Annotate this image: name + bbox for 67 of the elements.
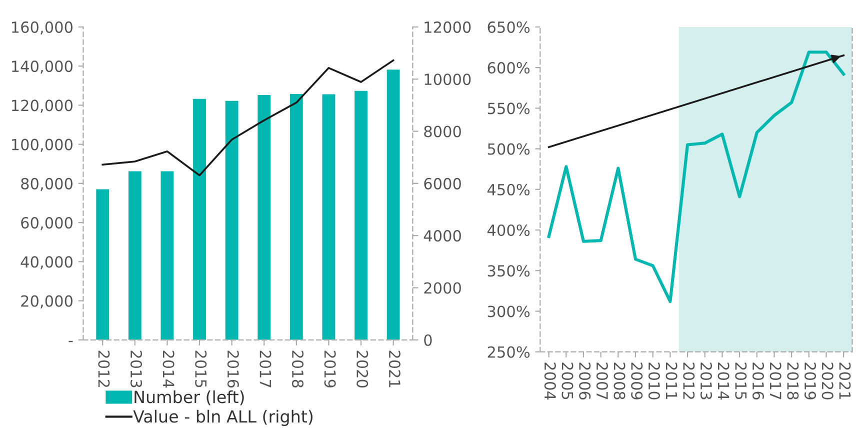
y-tick-label: 250% [488,346,530,358]
x-tick-label: 2012 [683,362,695,399]
y-tick-label: 20,000 [21,295,72,308]
y-tick-label: 500% [488,143,530,155]
y2-tick-label: 4000 [424,230,461,242]
y-tick-label: 550% [488,102,530,114]
y-tick-label: 300% [488,306,530,318]
x-tick-label: 2013 [130,350,142,388]
legend-label: Number (left) [134,390,244,406]
x-tick-label: 2020 [822,362,834,400]
x-tick-label: 2011 [666,362,678,400]
x-tick-label: 2009 [631,362,643,400]
x-tick-label: 2004 [544,362,556,400]
y-tick-label: 450% [487,184,530,196]
x-tick-label: 2010 [648,362,660,400]
line-series [102,59,394,176]
y-tick-label: 80,000 [21,178,72,192]
y-tick-label: 350% [488,265,530,277]
bar [354,90,368,340]
legend-label: Value - bln ALL (right) [133,410,312,426]
bar [96,189,110,340]
x-tick-label: 2006 [579,362,591,400]
x-tick-label: 2007 [596,362,608,400]
y-tick-label: - [68,340,73,342]
line-series [547,50,846,304]
y-tick-label: 40,000 [20,256,72,270]
y-tick-label: 600% [488,62,530,74]
y-tick-label: 400% [487,224,530,236]
x-tick-label: 2020 [356,350,368,388]
bar [160,171,174,340]
y-tick-label: 100,000 [12,138,72,152]
bar [193,98,206,340]
x-tick-label: 2014 [162,350,174,388]
y2-tick-label: 12000 [424,21,471,33]
x-tick-label: 2015 [735,362,747,400]
x-tick-label: 2016 [752,362,764,400]
x-tick-label: 2015 [195,350,207,388]
x-tick-label: 2017 [770,362,782,400]
x-tick-label: 2008 [614,362,626,400]
y-tick-label: 160,000 [12,21,72,35]
bar [322,94,336,340]
y-tick-label: 140,000 [12,60,72,74]
y-tick-label: 60,000 [21,217,72,230]
x-tick-label: 2021 [839,362,851,400]
bar [128,171,142,340]
x-tick-label: 2016 [227,350,239,388]
x-tick-label: 2014 [718,362,730,400]
x-tick-label: 2005 [562,362,574,400]
x-tick-label: 2019 [324,350,336,388]
x-tick-label: 2017 [260,350,272,388]
y-tick-label: 650% [488,21,530,33]
y2-tick-label: 10000 [424,74,471,86]
x-tick-label: 2019 [804,362,816,400]
x-tick-label: 2012 [98,350,110,387]
y2-tick-label: 0 [424,334,432,346]
x-tick-label: 2013 [700,362,712,400]
bar [258,95,271,340]
bar [386,70,400,340]
x-tick-label: 2018 [292,350,304,388]
bar [225,100,238,340]
y2-tick-label: 2000 [424,282,461,294]
bar [290,94,303,340]
y2-tick-label: 8000 [424,126,461,138]
y-tick-label: 120,000 [12,100,72,113]
x-tick-label: 2021 [388,350,400,388]
x-tick-label: 2018 [787,362,799,400]
y2-tick-label: 6000 [424,178,461,190]
